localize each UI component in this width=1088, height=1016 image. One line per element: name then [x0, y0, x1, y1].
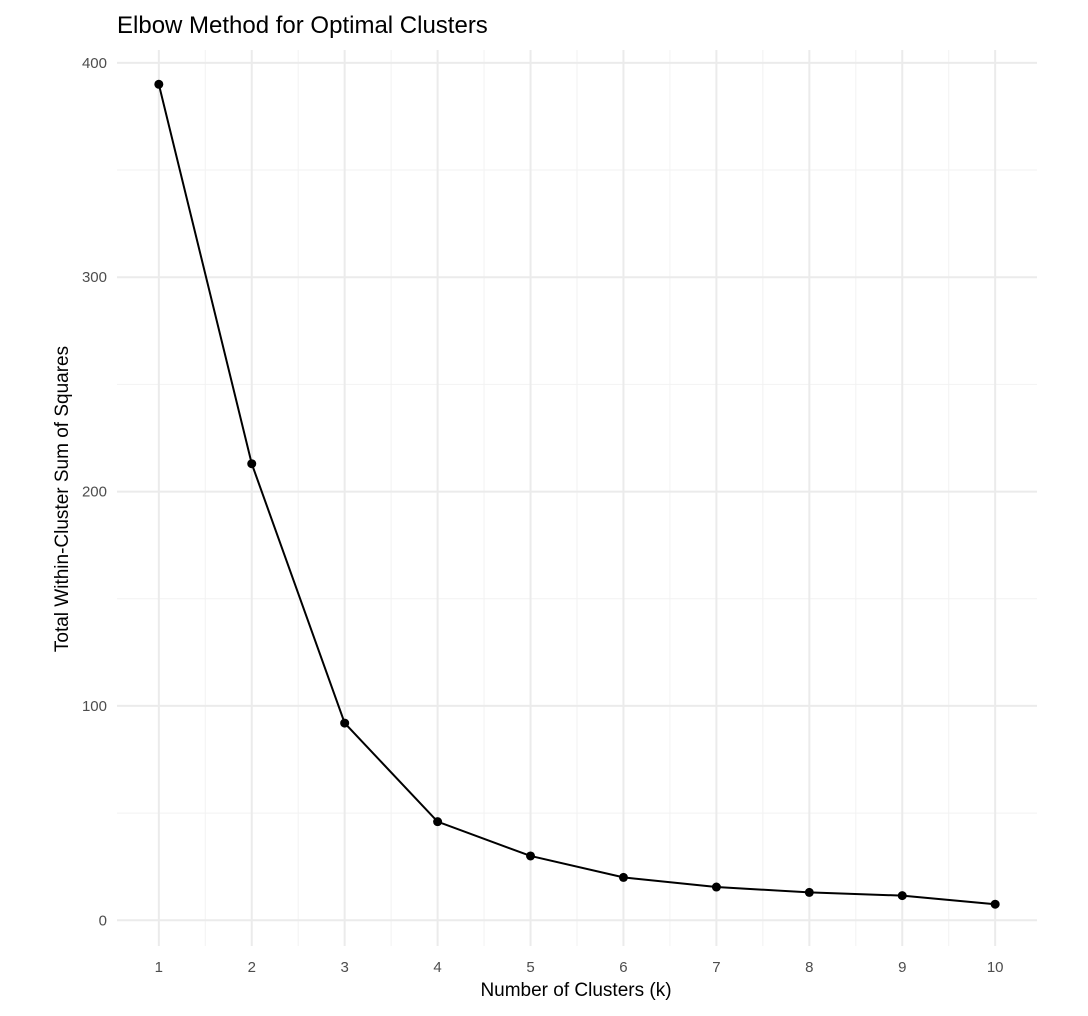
data-point: [340, 718, 350, 728]
data-point: [897, 891, 907, 901]
x-tick-label: 3: [341, 959, 349, 976]
y-tick-label: 100: [82, 698, 107, 715]
data-point: [154, 79, 164, 89]
x-tick-label: 5: [526, 959, 534, 976]
y-tick-label: 400: [82, 55, 107, 72]
chart-title: Elbow Method for Optimal Clusters: [117, 12, 488, 39]
x-tick-label: 6: [619, 959, 627, 976]
data-point: [618, 872, 628, 882]
data-point: [711, 882, 721, 892]
x-tick-label: 2: [248, 959, 256, 976]
data-point: [433, 817, 443, 827]
x-tick-label: 10: [987, 959, 1004, 976]
y-tick-label: 300: [82, 269, 107, 286]
y-tick-label: 0: [99, 912, 107, 929]
x-tick-label: 8: [805, 959, 813, 976]
series-layer: [154, 79, 1000, 909]
x-tick-label: 9: [898, 959, 906, 976]
x-axis-title: Number of Clusters (k): [480, 980, 671, 1001]
grid-layer: [117, 50, 1037, 946]
x-tick-label: 7: [712, 959, 720, 976]
data-point: [526, 851, 536, 861]
data-point: [990, 899, 1000, 909]
y-axis-title: Total Within-Cluster Sum of Squares: [52, 346, 73, 652]
series-line: [157, 84, 996, 906]
data-point: [247, 459, 257, 469]
x-tick-label: 4: [433, 959, 441, 976]
x-tick-label: 1: [155, 959, 163, 976]
data-point: [804, 887, 814, 897]
y-tick-label: 200: [82, 484, 107, 501]
